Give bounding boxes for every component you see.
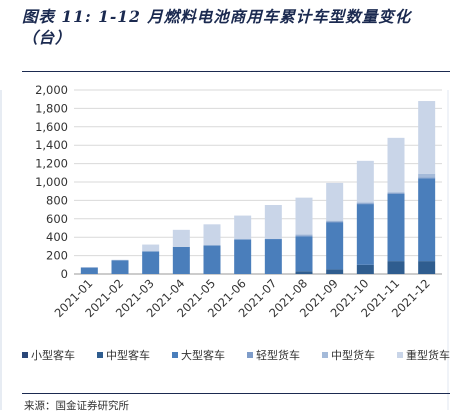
source-divider [22, 393, 450, 394]
left-edge-decoration [0, 90, 2, 410]
bar-segment [418, 178, 436, 262]
y-axis-ticks: 0 200 400 600 800 1,000 1,200 1,400 1,600 1,800 2,… [35, 83, 68, 281]
bar-segment [142, 244, 160, 252]
bar-segment [234, 239, 252, 274]
y-tick-label: 0 [61, 267, 68, 281]
bar-segment [295, 234, 313, 236]
bar-segment [356, 203, 374, 205]
bar-segment [295, 197, 313, 235]
legend-swatch [247, 352, 253, 358]
legend-label: 小型客车 [31, 349, 75, 362]
title-divider [22, 71, 450, 72]
bar-segment [80, 267, 98, 274]
bar-segment [418, 173, 436, 178]
figure-title: 图表 11: 1-12 月燃料电池商用车累计车型数量变化（台） [22, 7, 412, 47]
y-tick-label: 1,000 [35, 175, 68, 189]
bar-segment [387, 261, 405, 274]
gridlines [74, 89, 442, 275]
bar-segment [326, 269, 344, 274]
bar-segment [387, 193, 405, 194]
bar-segment [326, 182, 344, 221]
y-tick-label: 2,000 [35, 83, 68, 97]
bar-segment [234, 215, 252, 240]
y-tick-label: 200 [46, 249, 68, 263]
legend-label: 大型客车 [181, 349, 225, 362]
stacked-bar-chart: 0 200 400 600 800 1,000 1,200 1,400 1,600 1,800 2,… [35, 83, 442, 320]
legend-swatch [97, 352, 103, 358]
bar-segment [172, 246, 190, 274]
right-edge-decoration [447, 90, 449, 410]
y-tick-label: 800 [46, 193, 68, 207]
y-tick-label: 400 [46, 230, 68, 244]
chart-legend: 小型客车 中型客车 大型客车 轻型货车 中型货车 重型货车 [22, 347, 450, 363]
legend-swatch [322, 352, 328, 358]
legend-swatch [172, 352, 178, 358]
legend-item: 中型货车 [322, 347, 375, 363]
bars [80, 101, 436, 274]
y-tick-label: 1,800 [35, 101, 68, 115]
bar-segment [326, 221, 344, 223]
legend-swatch [22, 352, 28, 358]
bar-segment [418, 101, 436, 174]
bar-segment [326, 222, 344, 270]
bar-segment [326, 220, 344, 222]
legend-item: 大型客车 [172, 347, 225, 363]
legend-item: 中型客车 [97, 347, 150, 363]
bar-segment [356, 264, 374, 274]
legend-item: 小型客车 [22, 347, 75, 363]
x-axis-ticks: 2021-012021-022021-032021-042021-052021-… [52, 276, 433, 320]
legend-label: 中型货车 [331, 349, 375, 362]
bar-segment [356, 160, 374, 203]
bar-segment [203, 245, 221, 274]
figure-header: 图表 11: 1-12 月燃料电池商用车累计车型数量变化（台） [22, 6, 450, 48]
bar-segment [387, 193, 405, 262]
y-tick-label: 1,600 [35, 120, 68, 134]
bar-segment [203, 224, 221, 246]
bar-segment [356, 204, 374, 265]
bar-segment [295, 235, 313, 237]
y-tick-label: 600 [46, 212, 68, 226]
bar-segment [264, 239, 282, 274]
bar-segment [111, 260, 129, 274]
bar-segment [418, 261, 436, 274]
legend-swatch [397, 352, 403, 358]
y-tick-label: 1,200 [35, 157, 68, 171]
bar-segment [172, 229, 190, 247]
bar-segment [295, 271, 313, 274]
y-tick-label: 1,400 [35, 138, 68, 152]
legend-item: 重型货车 [397, 347, 450, 363]
figure-source: 来源：国金证券研究所 [24, 400, 129, 412]
bar-segment [264, 205, 282, 240]
bar-segment [142, 251, 160, 274]
legend-item: 轻型货车 [247, 347, 300, 363]
bar-segment [356, 202, 374, 204]
legend-label: 轻型货车 [256, 349, 300, 362]
bar-segment [418, 177, 436, 179]
bar-segment [387, 192, 405, 194]
legend-label: 重型货车 [406, 349, 450, 362]
legend-label: 中型客车 [106, 349, 150, 362]
bar-segment [295, 236, 313, 272]
bar-segment [387, 137, 405, 193]
